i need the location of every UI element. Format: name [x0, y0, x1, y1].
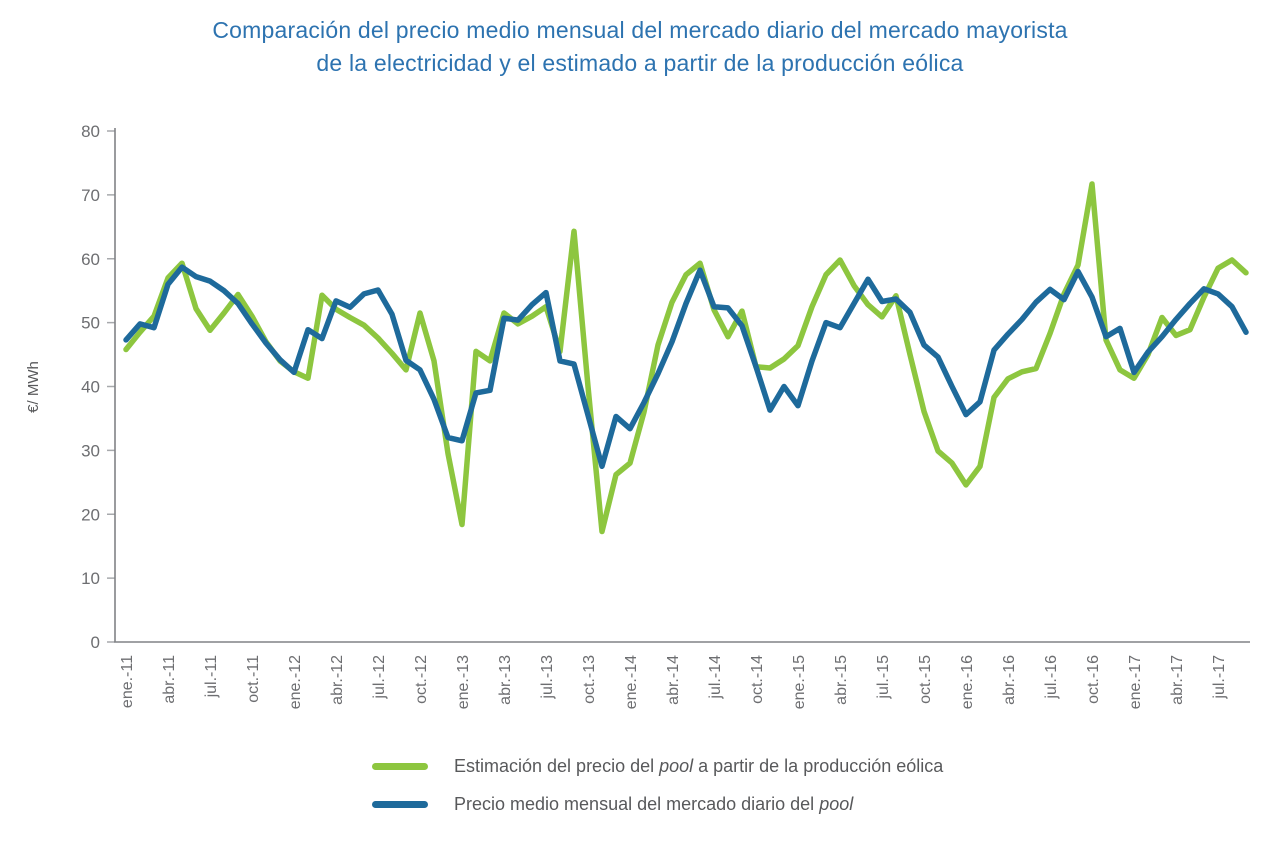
legend-swatch-blue-line [372, 801, 428, 808]
svg-text:0: 0 [91, 633, 100, 652]
svg-text:€/ MWh: €/ MWh [25, 361, 42, 413]
svg-text:50: 50 [81, 314, 100, 333]
legend-label-precio-pool: Precio medio mensual del mercado diario … [454, 794, 854, 814]
svg-text:jul.-12: jul.-12 [371, 655, 388, 700]
legend-item-estimacion: Estimación del precio del pool a partir … [372, 756, 943, 777]
svg-text:oct.-13: oct.-13 [581, 655, 598, 704]
svg-text:jul.-17: jul.-17 [1211, 655, 1228, 700]
svg-text:abr.-15: abr.-15 [833, 655, 850, 705]
chart-title-line2: de la electricidad y el estimado a parti… [316, 50, 964, 76]
svg-text:oct.-16: oct.-16 [1085, 655, 1102, 704]
svg-text:abr.-11: abr.-11 [161, 655, 178, 704]
svg-text:jul.-16: jul.-16 [1043, 655, 1060, 700]
svg-text:abr.-12: abr.-12 [329, 655, 346, 705]
svg-text:oct.-12: oct.-12 [413, 655, 430, 704]
svg-text:ene.-17: ene.-17 [1127, 655, 1144, 709]
svg-text:ene.-13: ene.-13 [455, 655, 472, 709]
svg-text:jul.-14: jul.-14 [707, 655, 724, 700]
svg-text:jul.-11: jul.-11 [203, 655, 220, 698]
svg-text:abr.-14: abr.-14 [665, 655, 682, 705]
line-chart-canvas: 0 10 20 30 40 50 60 70 80 €/ MWh ene.-11 abr.-11 jul… [25, 122, 1250, 709]
svg-text:oct.-11: oct.-11 [245, 655, 262, 703]
chart-title: Comparación del precio medio mensual del… [0, 14, 1280, 80]
svg-text:30: 30 [81, 441, 100, 460]
svg-text:ene.-14: ene.-14 [623, 655, 640, 709]
legend-label-estimacion: Estimación del precio del pool a partir … [454, 756, 944, 776]
legend-swatch-green-line [372, 763, 428, 770]
svg-text:10: 10 [81, 569, 100, 588]
svg-text:ene.-12: ene.-12 [287, 655, 304, 709]
svg-text:oct.-15: oct.-15 [917, 655, 934, 704]
svg-text:oct.-14: oct.-14 [749, 655, 766, 704]
svg-text:abr.-13: abr.-13 [497, 655, 514, 705]
svg-text:abr.-17: abr.-17 [1169, 655, 1186, 705]
svg-text:70: 70 [81, 186, 100, 205]
svg-text:80: 80 [81, 122, 100, 141]
svg-text:jul.-13: jul.-13 [539, 655, 556, 700]
legend: Estimación del precio del pool a partir … [372, 756, 943, 832]
svg-text:jul.-15: jul.-15 [875, 655, 892, 700]
svg-text:40: 40 [81, 378, 100, 397]
svg-text:ene.-11: ene.-11 [119, 655, 136, 708]
legend-item-precio-pool: Precio medio mensual del mercado diario … [372, 794, 943, 815]
svg-text:abr.-16: abr.-16 [1001, 655, 1018, 705]
svg-text:ene.-15: ene.-15 [791, 655, 808, 709]
svg-text:20: 20 [81, 505, 100, 524]
svg-text:ene.-16: ene.-16 [959, 655, 976, 709]
svg-text:60: 60 [81, 250, 100, 269]
chart-title-line1: Comparación del precio medio mensual del… [212, 17, 1068, 43]
